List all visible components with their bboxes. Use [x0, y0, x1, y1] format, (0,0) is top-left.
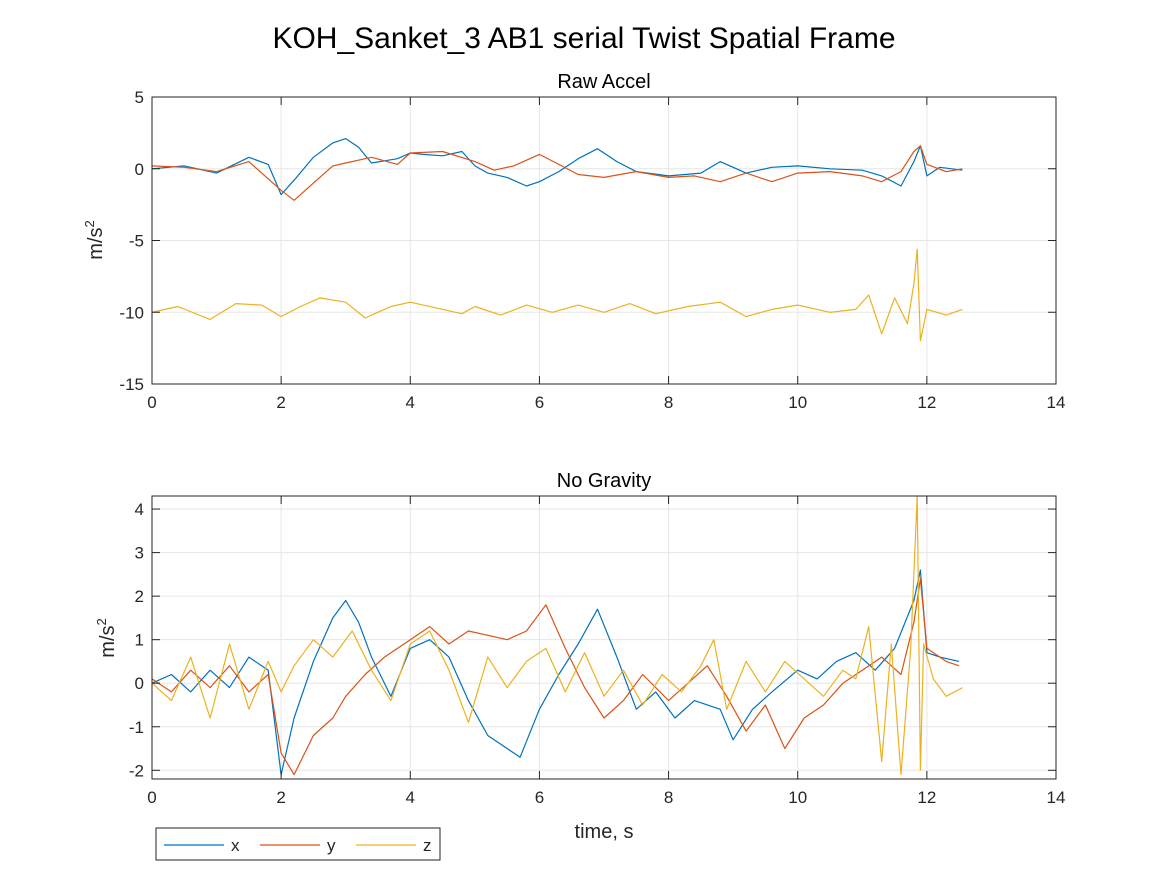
no-gravity-xtick-label: 8	[664, 788, 673, 807]
no-gravity-xlabel: time, s	[575, 821, 634, 843]
raw-accel-title: Raw Accel	[557, 71, 650, 93]
raw-accel-series-z	[152, 248, 963, 342]
no-gravity-xtick-label: 14	[1047, 788, 1066, 807]
raw-accel-series-x	[152, 138, 963, 196]
raw-accel-xtick-label: 8	[664, 393, 673, 412]
no-gravity-series-z	[152, 496, 963, 776]
no-gravity-ylabel: m/s2	[94, 618, 119, 657]
raw-accel-ytick-label: -15	[119, 375, 144, 394]
no-gravity-xtick-label: 10	[788, 788, 807, 807]
legend-label-z: z	[423, 836, 432, 855]
no-gravity-xtick-label: 2	[276, 788, 285, 807]
raw-accel-xtick-label: 14	[1047, 393, 1066, 412]
raw-accel-xtick-label: 12	[917, 393, 936, 412]
no-gravity-ytick-label: 2	[135, 587, 144, 606]
no-gravity-xtick-label: 12	[917, 788, 936, 807]
legend-label-x: x	[231, 836, 240, 855]
raw-accel-ytick-label: -10	[119, 303, 144, 322]
no-gravity-xtick-label: 6	[535, 788, 544, 807]
no-gravity-axes: No Gravity m/s2 time, s 0 2 4 6 8 10 12 14-2-10…	[94, 470, 1065, 843]
no-gravity-series-y	[152, 578, 960, 776]
raw-accel-xtick-label: 2	[276, 393, 285, 412]
raw-accel-axes: Raw Accel m/s2 0 2 4 6 8 10 12 14 -15 -10 -5 0 5	[82, 71, 1065, 412]
no-gravity-ytick-label: 3	[135, 544, 144, 563]
no-gravity-xtick-label: 4	[406, 788, 415, 807]
no-gravity-xtick-label: 0	[147, 788, 156, 807]
no-gravity-ytick-label: -2	[129, 761, 144, 780]
no-gravity-series-x	[152, 569, 960, 776]
legend: x y z	[155, 827, 441, 861]
raw-accel-xtick-label: 6	[535, 393, 544, 412]
no-gravity-title: No Gravity	[557, 470, 651, 492]
raw-accel-series-y	[152, 145, 963, 201]
raw-accel-ytick-label: 5	[135, 88, 144, 107]
figure-title: KOH_Sanket_3 AB1 serial Twist Spatial Fr…	[272, 22, 895, 55]
no-gravity-ytick-label: 0	[135, 674, 144, 693]
no-gravity-ytick-label: 1	[135, 631, 144, 650]
no-gravity-ytick-label: -1	[129, 718, 144, 737]
raw-accel-xtick-label: 4	[406, 393, 415, 412]
raw-accel-ytick-label: -5	[129, 232, 144, 251]
no-gravity-plot-area	[152, 496, 1056, 779]
raw-accel-xtick-label: 0	[147, 393, 156, 412]
raw-accel-xtick-label: 10	[788, 393, 807, 412]
raw-accel-ytick-label: 0	[135, 160, 144, 179]
raw-accel-ylabel: m/s2	[82, 220, 107, 259]
legend-box	[155, 827, 441, 861]
legend-label-y: y	[327, 836, 336, 855]
no-gravity-frame	[151, 495, 1057, 780]
no-gravity-ytick-label: 4	[135, 500, 144, 519]
